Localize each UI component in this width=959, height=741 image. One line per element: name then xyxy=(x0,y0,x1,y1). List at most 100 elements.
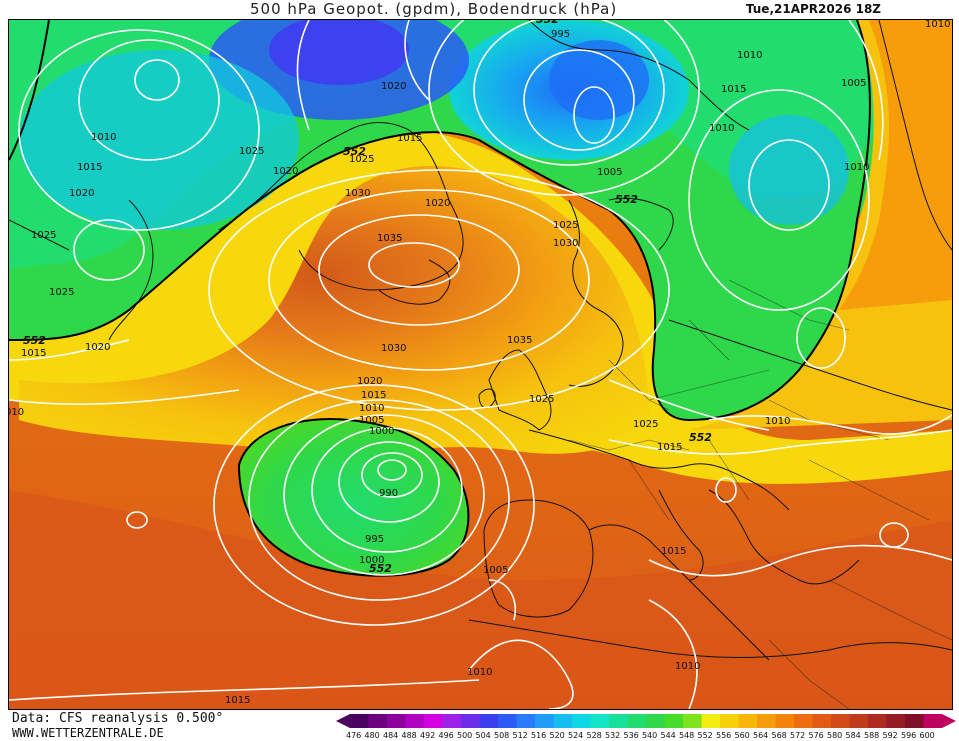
colorbar-swatch xyxy=(590,714,610,728)
colorbar-tick-label: 484 xyxy=(383,731,398,740)
isobar-label: 1010 xyxy=(709,123,734,134)
colorbar-tick-label: 516 xyxy=(531,731,546,740)
colorbar-arrow-low xyxy=(336,714,350,728)
colorbar-swatch xyxy=(683,714,702,728)
colorbar-swatch xyxy=(886,714,906,728)
colorbar-tick-label: 580 xyxy=(827,731,842,740)
gpdm-label: 552 xyxy=(343,145,366,158)
isobar-label: 1020 xyxy=(85,342,110,353)
colorbar-tick-label: 584 xyxy=(846,731,861,740)
isobar-label: 1010 xyxy=(737,50,762,61)
colorbar-swatch xyxy=(609,714,628,728)
isobars xyxy=(9,20,952,709)
gpdm-label: 552 xyxy=(23,334,46,347)
cold-core-center xyxy=(269,20,409,85)
colorbar-tick-label: 576 xyxy=(809,731,824,740)
isobar-label: 990 xyxy=(379,488,398,499)
isobar-label: 1015 xyxy=(225,695,250,706)
isobar-label: 1005 xyxy=(483,565,508,576)
isobar-label: 1010 xyxy=(765,416,790,427)
colorbar-tick-label: 572 xyxy=(790,731,805,740)
coastlines xyxy=(9,20,952,661)
gpdm-label: 552 xyxy=(689,431,712,444)
colorbar-swatch xyxy=(775,714,795,728)
isobar-label: 1015 xyxy=(77,162,102,173)
isobar-label: 1020 xyxy=(357,376,382,387)
colorbar-swatch xyxy=(905,714,924,728)
colorbar-legend: 476 480 484 488 492 496 500 504 508 512 516 520 524 5… xyxy=(336,714,956,740)
colorbar-swatch xyxy=(350,714,369,728)
map-title: 500 hPa Geopot. (gpdm), Bodendruck (hPa) xyxy=(250,0,618,18)
isobar-label: 995 xyxy=(551,29,570,40)
isobar-label: 1020 xyxy=(381,81,406,92)
colorbar-tick-label: 568 xyxy=(772,731,787,740)
colorbar-swatch xyxy=(757,714,776,728)
colorbar-tick-label: 504 xyxy=(476,731,491,740)
colorbar-arrow-high xyxy=(942,714,956,728)
isobar-label: 1015 xyxy=(21,348,46,359)
isobar-label: 1025 xyxy=(49,287,74,298)
colorbar-tick-label: 536 xyxy=(624,731,639,740)
colorbar-swatch xyxy=(849,714,869,728)
high-pressure-ridge xyxy=(19,165,649,454)
gpdm-label: 552 xyxy=(615,193,638,206)
isobar-label: 1020 xyxy=(69,188,94,199)
isobar-label: 1030 xyxy=(553,238,578,249)
colorbar-tick-label: 488 xyxy=(402,731,417,740)
gpdm-552-contour xyxy=(9,20,871,422)
isobar-label: 1015 xyxy=(657,442,682,453)
isobar-label: 1010 xyxy=(359,403,384,414)
colorbar-tick-label: 548 xyxy=(679,731,694,740)
isobar-label: 1025 xyxy=(239,146,264,157)
colorbar-swatch xyxy=(923,714,943,728)
colorbar-tick-label: 480 xyxy=(365,731,380,740)
colorbar-tick-label: 520 xyxy=(550,731,565,740)
map-panel[interactable]: 995 1010 1020 1015 1010 1005 1010 1015 1… xyxy=(8,19,953,710)
colorbar-swatch xyxy=(553,714,573,728)
colorbar-tick-label: 512 xyxy=(513,731,528,740)
colorbar-swatch xyxy=(572,714,591,728)
colorbar-swatch xyxy=(368,714,388,728)
gpdm-label: 552 xyxy=(369,562,392,575)
isobar-label: 1005 xyxy=(597,167,622,178)
colorbar-tick-label: 540 xyxy=(642,731,657,740)
colorbar-tick-label: 560 xyxy=(735,731,750,740)
isobar-label: 1010 xyxy=(467,667,492,678)
colorbar-swatch xyxy=(812,714,832,728)
colorbar-swatch xyxy=(646,714,665,728)
colorbar-tick-label: 596 xyxy=(901,731,916,740)
hot-band-south xyxy=(9,490,952,709)
isobar-labels: 995 1010 1020 1015 1010 1005 1010 1015 1… xyxy=(9,20,950,706)
colorbar-swatch xyxy=(738,714,758,728)
colorbar-tick-label: 508 xyxy=(494,731,509,740)
isobar-label: 1010 xyxy=(844,162,869,173)
colorbar-tick-label: 492 xyxy=(420,731,435,740)
isobar-label: 1010 xyxy=(925,20,950,30)
weather-map-svg: 995 1010 1020 1015 1010 1005 1010 1015 1… xyxy=(9,20,952,709)
colorbar-swatch xyxy=(535,714,554,728)
isobar-label: 010 xyxy=(9,407,24,418)
isobar-label: 1035 xyxy=(377,233,402,244)
colorbar-swatch xyxy=(794,714,813,728)
cold-pool-kola xyxy=(549,40,649,120)
isobar-label: 1005 xyxy=(359,415,384,426)
isobar-label: 1025 xyxy=(553,220,578,231)
isobar-label: 1015 xyxy=(397,133,422,144)
isobar-label: 1035 xyxy=(507,335,532,346)
isobar-label: 1025 xyxy=(633,419,658,430)
colorbar-tick-label: 496 xyxy=(439,731,454,740)
isobar-label: 995 xyxy=(365,534,384,545)
isobar-label: 1005 xyxy=(841,78,866,89)
isobar-label: 1010 xyxy=(675,661,700,672)
isobar-label: 1025 xyxy=(529,394,554,405)
colorbar-tick-label: 564 xyxy=(753,731,768,740)
isobar-label: 1030 xyxy=(381,343,406,354)
ridge-east-orange xyxy=(839,20,952,310)
colorbar-tick-label: 592 xyxy=(883,731,898,740)
cold-pool-west xyxy=(19,50,299,230)
colorbar-tick-label: 532 xyxy=(605,731,620,740)
colorbar-tick-label: 544 xyxy=(661,731,676,740)
colorbar-tick-label: 476 xyxy=(346,731,361,740)
colorbar-swatch xyxy=(720,714,739,728)
colorbar-swatch xyxy=(516,714,536,728)
